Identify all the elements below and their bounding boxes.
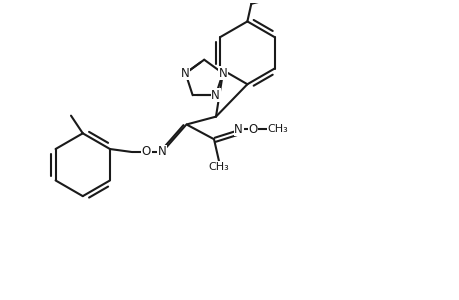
- Text: O: O: [141, 146, 151, 158]
- Text: O: O: [248, 123, 257, 136]
- Text: CH₃: CH₃: [208, 162, 229, 172]
- Text: N: N: [181, 67, 190, 80]
- Text: N: N: [234, 123, 242, 136]
- Text: CH₃: CH₃: [267, 124, 287, 134]
- Text: N: N: [218, 67, 227, 80]
- Text: N: N: [157, 146, 166, 158]
- Text: N: N: [211, 89, 220, 102]
